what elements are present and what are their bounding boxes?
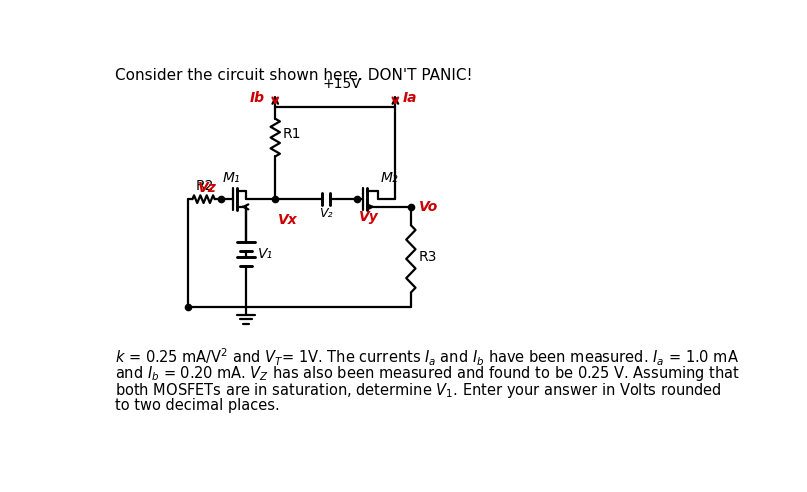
- Text: Ia: Ia: [404, 91, 418, 104]
- Text: Vy: Vy: [359, 210, 378, 224]
- Text: Vz: Vz: [198, 181, 216, 194]
- Text: $k$ = 0.25 mA/V$^2$ and $V_T$= 1V. The currents $I_a$ and $I_b$ have been measur: $k$ = 0.25 mA/V$^2$ and $V_T$= 1V. The c…: [115, 347, 739, 369]
- Text: Consider the circuit shown here. DON'T PANIC!: Consider the circuit shown here. DON'T P…: [115, 68, 472, 83]
- Text: +15V: +15V: [322, 77, 361, 92]
- Text: Vo: Vo: [419, 200, 438, 214]
- Text: Vx: Vx: [278, 213, 298, 227]
- Text: V₂: V₂: [319, 207, 332, 220]
- Text: to two decimal places.: to two decimal places.: [115, 398, 279, 413]
- Text: R2: R2: [195, 179, 214, 193]
- Text: M₁: M₁: [222, 171, 240, 185]
- Text: Ib: Ib: [249, 91, 265, 104]
- Text: V₁: V₁: [258, 247, 274, 261]
- Text: R1: R1: [283, 127, 302, 141]
- Text: M₂: M₂: [381, 171, 399, 185]
- Text: and $I_b$ = 0.20 mA. $V_Z$ has also been measured and found to be 0.25 V. Assumi: and $I_b$ = 0.20 mA. $V_Z$ has also been…: [115, 364, 740, 383]
- Text: both MOSFETs are in saturation, determine $V_1$. Enter your answer in Volts roun: both MOSFETs are in saturation, determin…: [115, 381, 721, 400]
- Text: R3: R3: [419, 250, 437, 264]
